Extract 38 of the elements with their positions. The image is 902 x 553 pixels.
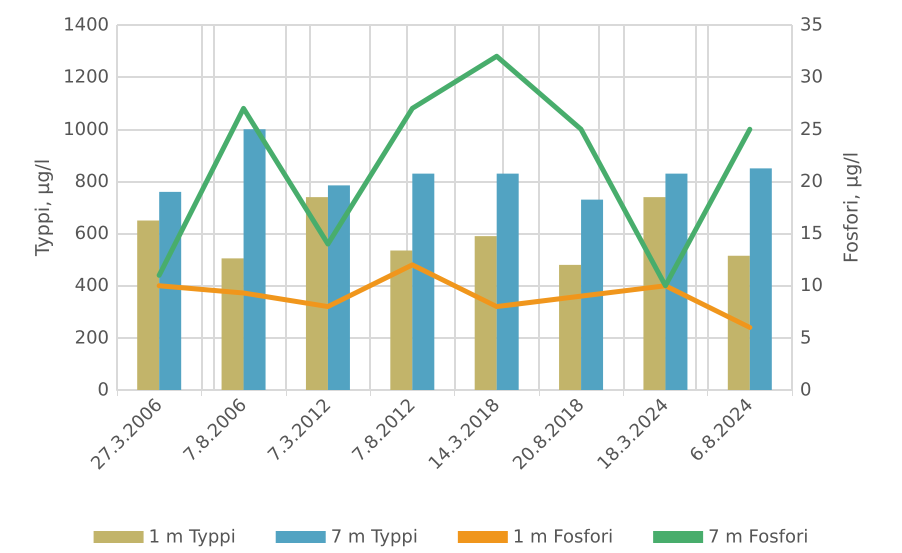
bar [496, 174, 519, 390]
y-tick-label: 200 [74, 327, 109, 348]
bar [137, 220, 160, 390]
bar [412, 174, 434, 390]
bar [244, 129, 266, 390]
bar [390, 250, 412, 390]
y-tick-label: 600 [74, 223, 109, 244]
y2-tick-label: 30 [800, 66, 823, 88]
y2-tick-label: 25 [800, 118, 823, 140]
y-tick-label: 0 [98, 380, 109, 400]
y2-tick-label: 0 [800, 380, 812, 400]
bar [306, 197, 328, 390]
y-tick-label: 1400 [63, 14, 109, 36]
bar [750, 168, 772, 390]
y2-tick-label: 5 [800, 327, 812, 348]
bar [159, 192, 182, 390]
legend-label: 1 m Fosfori [512, 526, 614, 548]
legend-label: 7 m Typpi [330, 526, 418, 548]
bar [665, 174, 688, 390]
legend-label: 7 m Fosfori [708, 526, 808, 548]
y2-tick-label: 35 [800, 14, 823, 36]
y-axis-title: Typpi, µg/l [32, 158, 54, 258]
y2-tick-label: 10 [800, 275, 823, 296]
bar [222, 258, 244, 390]
legend-label: 1 m Typpi [148, 526, 236, 548]
bar [559, 264, 582, 390]
y-tick-label: 1200 [63, 66, 109, 88]
bar [581, 200, 604, 390]
bar [474, 236, 497, 390]
y-tick-label: 1000 [63, 118, 109, 140]
bar [328, 185, 350, 390]
y2-tick-label: 15 [800, 223, 823, 244]
y-tick-label: 400 [74, 275, 109, 296]
y2-axis-title: Fosfori, µg/l [840, 152, 862, 264]
y-tick-label: 800 [74, 170, 109, 192]
bar [643, 197, 666, 390]
y2-tick-label: 20 [800, 170, 823, 192]
bar [728, 256, 750, 390]
